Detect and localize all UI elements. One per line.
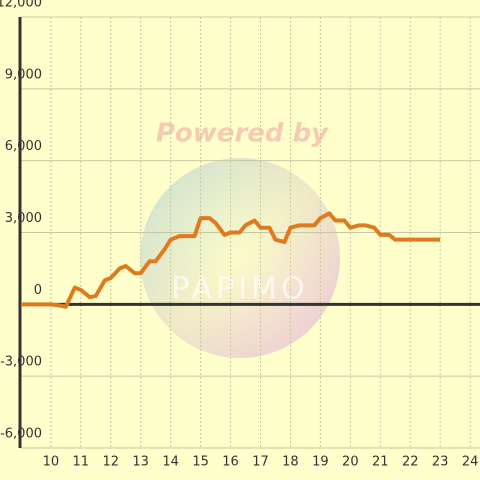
y-tick-label: 6,000 <box>5 139 42 154</box>
watermark-logo-bg <box>140 158 340 358</box>
x-tick-label: 12 <box>102 455 119 470</box>
x-tick-label: 15 <box>192 455 209 470</box>
x-tick-label: 11 <box>73 455 90 470</box>
x-tick-label: 23 <box>432 455 449 470</box>
line <box>20 211 441 309</box>
x-tick-label: 10 <box>43 455 60 470</box>
watermark-logo: PAPIMO <box>171 272 308 307</box>
x-tick-label: 21 <box>372 455 389 470</box>
x-tick-label: 19 <box>312 455 329 470</box>
x-tick-label: 24 <box>462 455 479 470</box>
watermark: Powered by <box>156 119 329 149</box>
x-tick-label: 16 <box>222 455 239 470</box>
y-tick-label: 0 <box>34 283 42 298</box>
y-tick-label: 3,000 <box>5 211 42 226</box>
x-tick-label: 18 <box>282 455 299 470</box>
y-tick-label: 12,000 <box>0 0 42 11</box>
x-tick-label: 22 <box>402 455 419 470</box>
x-tick-label: 17 <box>252 455 269 470</box>
x-tick-label: 14 <box>162 455 179 470</box>
x-tick-label: 20 <box>342 455 359 470</box>
x-tick-label: 13 <box>132 455 149 470</box>
y-tick-label: 9,000 <box>5 67 42 82</box>
